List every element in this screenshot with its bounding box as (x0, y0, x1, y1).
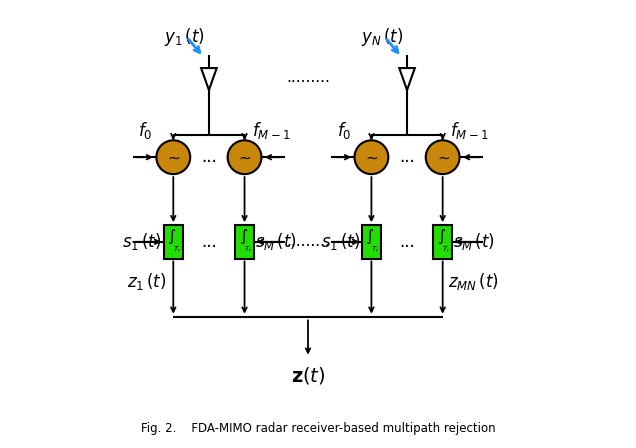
Text: ...: ... (399, 148, 415, 166)
Text: .........: ......... (286, 234, 330, 249)
Text: $\int$: $\int$ (366, 228, 375, 246)
Text: $T_r$: $T_r$ (442, 245, 450, 255)
Text: $s_M\,(t)$: $s_M\,(t)$ (453, 231, 495, 252)
Text: $\int$: $\int$ (167, 228, 177, 246)
Text: $z_{MN}\,(t)$: $z_{MN}\,(t)$ (448, 271, 499, 293)
Text: $\sim$: $\sim$ (237, 150, 252, 165)
Text: $\sim$: $\sim$ (165, 150, 181, 165)
Text: $\mathbf{z}(t)$: $\mathbf{z}(t)$ (291, 365, 325, 386)
Text: $f_{M-1}$: $f_{M-1}$ (450, 120, 488, 141)
Text: $y_1\,(t)$: $y_1\,(t)$ (164, 26, 205, 48)
Circle shape (425, 140, 460, 174)
Bar (235, 225, 254, 258)
Text: ...: ... (201, 148, 217, 166)
Text: $f_0$: $f_0$ (139, 120, 153, 141)
Text: $z_1\,(t)$: $z_1\,(t)$ (127, 271, 167, 293)
Text: $\int$: $\int$ (437, 228, 446, 246)
Text: $s_M\,(t)$: $s_M\,(t)$ (254, 231, 297, 252)
Bar (362, 225, 381, 258)
Text: $T_r$: $T_r$ (244, 245, 252, 255)
Text: $f_0$: $f_0$ (336, 120, 351, 141)
Text: .........: ......... (286, 69, 330, 85)
Text: $y_N\,(t)$: $y_N\,(t)$ (361, 26, 404, 48)
Text: $s_1\,(t)$: $s_1\,(t)$ (321, 231, 360, 252)
Text: $\sim$: $\sim$ (363, 150, 380, 165)
Text: ...: ... (399, 233, 415, 251)
Text: $s_1\,(t)$: $s_1\,(t)$ (123, 231, 162, 252)
Text: ...: ... (201, 233, 217, 251)
Circle shape (354, 140, 389, 174)
Circle shape (156, 140, 190, 174)
Text: $\int$: $\int$ (238, 228, 248, 246)
Text: $\sim$: $\sim$ (434, 150, 451, 165)
Text: $f_{M-1}$: $f_{M-1}$ (252, 120, 291, 141)
Bar (164, 225, 183, 258)
Text: $T_r$: $T_r$ (371, 245, 379, 255)
Circle shape (228, 140, 261, 174)
Bar (433, 225, 452, 258)
Text: $T_r$: $T_r$ (172, 245, 181, 255)
Text: Fig. 2.    FDA-MIMO radar receiver-based multipath rejection: Fig. 2. FDA-MIMO radar receiver-based mu… (141, 422, 495, 435)
